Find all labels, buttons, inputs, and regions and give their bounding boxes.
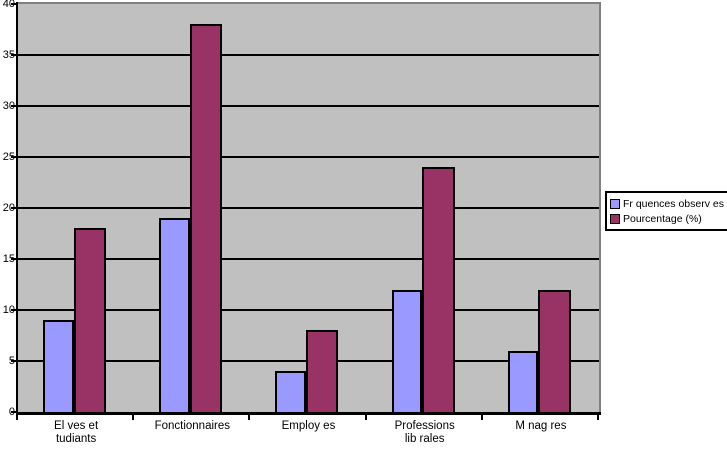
y-axis-tick-label: 20 xyxy=(2,201,15,214)
y-axis-tick xyxy=(11,105,16,107)
y-axis-tick xyxy=(11,3,16,5)
bar-series2 xyxy=(422,167,455,412)
y-axis-tick xyxy=(11,207,16,209)
x-axis-category-label: Employ es xyxy=(281,420,336,432)
legend-item: Fr quences observ es xyxy=(610,196,727,211)
x-axis-category-label: M nag res xyxy=(515,420,567,432)
y-axis-tick xyxy=(11,258,16,260)
legend-label: Pourcentage (%) xyxy=(623,212,702,225)
bar-series2 xyxy=(189,24,223,412)
gridline xyxy=(18,309,599,311)
legend-swatch-icon xyxy=(610,198,620,209)
y-axis-tick-label: 30 xyxy=(2,99,15,112)
plot-border-right xyxy=(599,2,601,412)
y-axis-tick-label: 40 xyxy=(2,0,15,10)
bar-series1 xyxy=(159,218,190,412)
y-axis-tick xyxy=(11,360,16,362)
y-axis-tick-label: 25 xyxy=(2,150,15,163)
bar-series1 xyxy=(391,289,423,412)
y-axis-tick xyxy=(11,54,16,56)
y-axis-tick xyxy=(11,411,16,413)
y-axis-tick-label: 5 xyxy=(8,354,15,367)
bar-series2 xyxy=(305,330,339,412)
x-axis-tick xyxy=(248,414,251,420)
legend-label: Fr quences observ es xyxy=(623,197,724,210)
x-axis-tick xyxy=(597,414,599,420)
y-axis-tick-label: 15 xyxy=(2,252,15,265)
x-axis-tick xyxy=(364,414,367,420)
legend-item: Pourcentage (%) xyxy=(610,211,727,226)
bar-series1 xyxy=(507,350,539,412)
x-axis-tick xyxy=(132,414,135,420)
x-axis-tick xyxy=(480,414,483,420)
plot-border-top xyxy=(16,2,601,4)
x-axis-line xyxy=(16,412,601,415)
y-axis-line xyxy=(16,2,18,414)
x-axis-tick xyxy=(16,414,18,420)
y-axis-tick xyxy=(11,309,16,311)
bar-series1 xyxy=(275,371,306,412)
x-axis-category-label: Fonctionnaires xyxy=(154,420,230,432)
gridline xyxy=(18,207,599,209)
y-axis-tick-label: 10 xyxy=(2,303,15,316)
bar-series1 xyxy=(43,320,74,412)
legend: Fr quences observ es Pourcentage (%) xyxy=(605,191,727,231)
y-axis-tick xyxy=(11,156,16,158)
gridline xyxy=(18,258,599,260)
gridline xyxy=(18,105,599,107)
gridline xyxy=(18,156,599,158)
gridline xyxy=(18,54,599,56)
x-axis-category-label: El ves et tudiants xyxy=(54,420,99,445)
y-axis-tick-label: 35 xyxy=(2,48,15,61)
x-axis-category-label: Professions lib rales xyxy=(394,420,455,445)
bar-series2 xyxy=(538,289,571,412)
legend-swatch-icon xyxy=(610,213,620,224)
bar-series2 xyxy=(73,228,106,412)
y-axis-tick-label: 0 xyxy=(8,405,15,418)
